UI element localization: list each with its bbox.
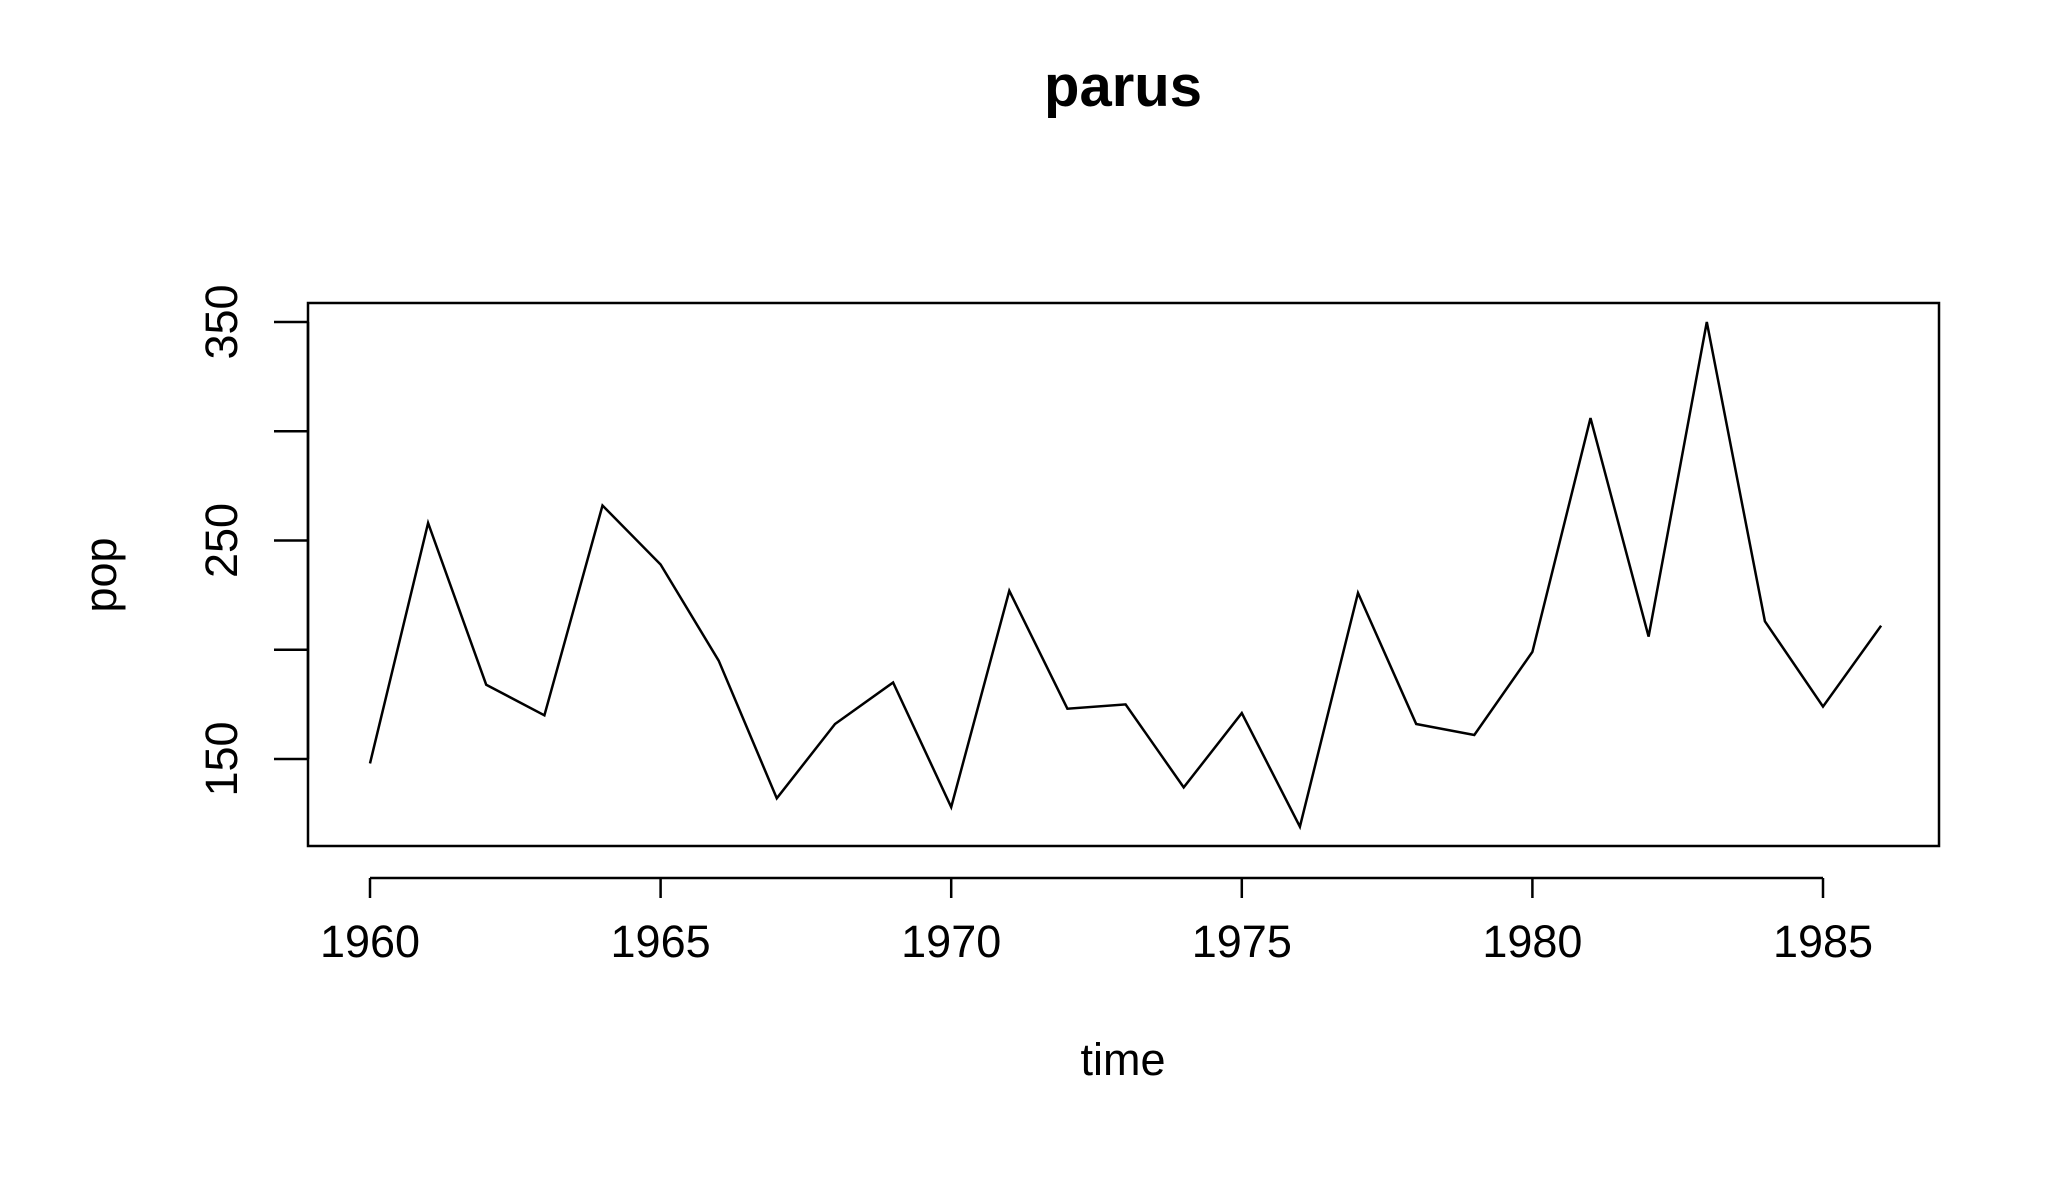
x-axis: 1960 1965 1970 1975 1980 1985 [320,876,1873,967]
x-tick-label: 1960 [320,916,420,967]
x-tick-label: 1985 [1773,916,1873,967]
y-tick-label: 150 [196,721,247,796]
y-tick-label: 250 [196,503,247,578]
series-line [368,321,1883,831]
x-tick-label: 1970 [901,916,1001,967]
x-tick-label: 1965 [611,916,711,967]
chart-title: parus [1044,54,1202,119]
x-axis-label: time [1080,1034,1165,1085]
x-tick-label: 1975 [1192,916,1292,967]
y-tick-label: 350 [196,284,247,359]
y-axis-label: pop [75,537,126,612]
y-axis: 150 250 350 [196,284,310,797]
x-tick-label: 1980 [1482,916,1582,967]
series-layer [368,321,1883,831]
